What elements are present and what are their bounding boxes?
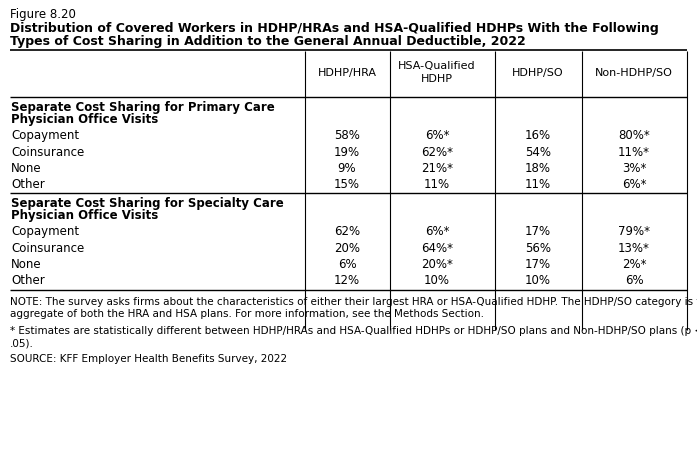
Text: 18%: 18% [525, 162, 551, 175]
Text: Figure 8.20: Figure 8.20 [10, 8, 76, 21]
Text: None: None [11, 162, 42, 175]
Text: 6%*: 6%* [424, 129, 450, 142]
Text: 20%*: 20%* [421, 258, 453, 271]
Text: Physician Office Visits: Physician Office Visits [11, 113, 158, 126]
Text: HDHP/SO: HDHP/SO [512, 68, 564, 78]
Text: 11%: 11% [424, 178, 450, 191]
Text: 79%*: 79%* [618, 225, 650, 238]
Text: 17%: 17% [525, 258, 551, 271]
Text: 6%*: 6%* [424, 225, 450, 238]
Text: HDHP: HDHP [421, 74, 453, 84]
Text: 19%: 19% [334, 146, 360, 159]
Text: 21%*: 21%* [421, 162, 453, 175]
Text: 11%: 11% [525, 178, 551, 191]
Text: 64%*: 64%* [421, 242, 453, 255]
Text: Coinsurance: Coinsurance [11, 146, 84, 159]
Text: Other: Other [11, 274, 45, 287]
Text: 16%: 16% [525, 129, 551, 142]
Text: .05).: .05). [10, 338, 34, 348]
Text: 3%*: 3%* [622, 162, 646, 175]
Text: 54%: 54% [525, 146, 551, 159]
Text: 2%*: 2%* [622, 258, 646, 271]
Text: 58%: 58% [334, 129, 360, 142]
Text: 12%: 12% [334, 274, 360, 287]
Text: None: None [11, 258, 42, 271]
Text: 62%: 62% [334, 225, 360, 238]
Text: NOTE: The survey asks firms about the characteristics of either their largest HR: NOTE: The survey asks firms about the ch… [10, 297, 697, 307]
Text: 10%: 10% [424, 274, 450, 287]
Text: HDHP/HRA: HDHP/HRA [318, 68, 376, 78]
Text: 10%: 10% [525, 274, 551, 287]
Text: 11%*: 11%* [618, 146, 650, 159]
Text: Copayment: Copayment [11, 225, 79, 238]
Text: 13%*: 13%* [618, 242, 650, 255]
Text: Separate Cost Sharing for Primary Care: Separate Cost Sharing for Primary Care [11, 101, 275, 114]
Text: * Estimates are statistically different between HDHP/HRAs and HSA-Qualified HDHP: * Estimates are statistically different … [10, 326, 697, 336]
Text: 56%: 56% [525, 242, 551, 255]
Text: 6%*: 6%* [622, 178, 646, 191]
Text: 15%: 15% [334, 178, 360, 191]
Text: Coinsurance: Coinsurance [11, 242, 84, 255]
Text: 17%: 17% [525, 225, 551, 238]
Text: Copayment: Copayment [11, 129, 79, 142]
Text: 62%*: 62%* [421, 146, 453, 159]
Text: SOURCE: KFF Employer Health Benefits Survey, 2022: SOURCE: KFF Employer Health Benefits Sur… [10, 354, 287, 364]
Text: 6%: 6% [337, 258, 356, 271]
Text: aggregate of both the HRA and HSA plans. For more information, see the Methods S: aggregate of both the HRA and HSA plans.… [10, 309, 484, 319]
Text: 20%: 20% [334, 242, 360, 255]
Text: Other: Other [11, 178, 45, 191]
Text: HSA-Qualified: HSA-Qualified [398, 61, 476, 71]
Text: 6%: 6% [625, 274, 643, 287]
Text: Distribution of Covered Workers in HDHP/HRAs and HSA-Qualified HDHPs With the Fo: Distribution of Covered Workers in HDHP/… [10, 22, 659, 35]
Text: Separate Cost Sharing for Specialty Care: Separate Cost Sharing for Specialty Care [11, 197, 284, 210]
Text: Types of Cost Sharing in Addition to the General Annual Deductible, 2022: Types of Cost Sharing in Addition to the… [10, 35, 526, 48]
Text: Non-HDHP/SO: Non-HDHP/SO [595, 68, 673, 78]
Text: 80%*: 80%* [618, 129, 650, 142]
Text: Physician Office Visits: Physician Office Visits [11, 209, 158, 222]
Text: 9%: 9% [337, 162, 356, 175]
